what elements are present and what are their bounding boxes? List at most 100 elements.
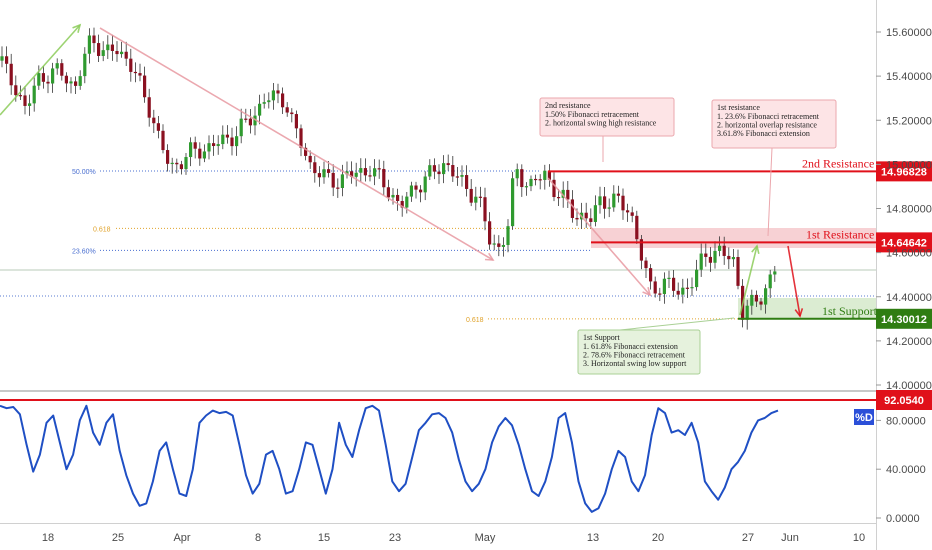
candle-body bbox=[207, 143, 211, 152]
candle-body bbox=[713, 250, 717, 263]
candle-body bbox=[672, 277, 676, 291]
y-tick-label: 14.40000 bbox=[886, 292, 932, 304]
target-arrow bbox=[787, 245, 801, 317]
candle-body bbox=[225, 134, 229, 138]
x-tick-label: 15 bbox=[318, 532, 330, 544]
candle-body bbox=[699, 253, 703, 270]
callout-tail bbox=[619, 317, 735, 331]
candle-body bbox=[557, 197, 561, 199]
candle-body bbox=[147, 97, 151, 118]
candle-body bbox=[488, 221, 492, 245]
candle-body bbox=[133, 71, 137, 74]
candle-body bbox=[584, 212, 588, 219]
x-tick-label: 27 bbox=[742, 532, 754, 544]
candle-body bbox=[570, 199, 574, 218]
candle-body bbox=[764, 288, 768, 305]
candle-body bbox=[271, 90, 275, 101]
candle-body bbox=[28, 103, 32, 106]
osc-y-tick-label: 0.0000 bbox=[886, 513, 920, 525]
price-badge bbox=[876, 232, 932, 253]
candle-body bbox=[506, 226, 510, 245]
candle-body bbox=[83, 53, 87, 77]
candle-body bbox=[501, 244, 505, 247]
candle-body bbox=[419, 189, 423, 193]
annotation-box bbox=[539, 97, 675, 137]
annotation-line: 3.61.8% Fibonacci extension bbox=[717, 129, 810, 138]
candle-body bbox=[244, 118, 248, 120]
candle-body bbox=[51, 68, 55, 84]
fib-label: 0.618 bbox=[93, 226, 111, 233]
candle-body bbox=[359, 168, 363, 173]
candle-body bbox=[690, 287, 694, 289]
candle-body bbox=[373, 168, 377, 177]
candle-body bbox=[304, 147, 308, 156]
candle-body bbox=[60, 63, 64, 76]
candle-body bbox=[708, 256, 712, 263]
candle-body bbox=[386, 187, 390, 198]
candle-body bbox=[442, 163, 446, 175]
candle-body bbox=[630, 212, 634, 216]
x-tick-label: 18 bbox=[42, 532, 54, 544]
candle-body bbox=[175, 162, 179, 165]
candle-body bbox=[161, 130, 165, 151]
candle-body bbox=[492, 243, 496, 245]
annotation-line: 2. horizontal swing high resistance bbox=[545, 119, 657, 128]
candle-body bbox=[529, 178, 533, 187]
y-tick-label: 14.20000 bbox=[886, 336, 932, 348]
downtrend-arrow bbox=[99, 27, 494, 261]
candle-body bbox=[248, 118, 252, 126]
candle-body bbox=[46, 81, 50, 84]
bounce-arrow-head bbox=[751, 244, 760, 254]
candle-body bbox=[432, 165, 436, 172]
candle-body bbox=[267, 100, 271, 103]
candle-body bbox=[391, 194, 395, 198]
candle-body bbox=[354, 172, 358, 177]
downtrend-arrow-head bbox=[484, 252, 495, 261]
candle-body bbox=[184, 157, 188, 170]
candle-body bbox=[129, 58, 133, 72]
support-zone bbox=[738, 298, 876, 318]
series-legend-badge bbox=[854, 409, 874, 425]
candle-body bbox=[198, 148, 202, 159]
candle-body bbox=[524, 186, 528, 188]
candle-body bbox=[331, 172, 335, 188]
candle-body bbox=[110, 44, 114, 51]
oscillator-badge bbox=[876, 390, 932, 410]
candle-body bbox=[69, 81, 73, 84]
candle-body bbox=[106, 44, 110, 51]
candle-body bbox=[750, 294, 754, 306]
candle-body bbox=[593, 205, 597, 222]
candle-body bbox=[281, 93, 285, 108]
candle-body bbox=[124, 51, 128, 59]
candle-body bbox=[363, 168, 367, 176]
candle-body bbox=[681, 287, 685, 295]
candle-body bbox=[662, 278, 666, 295]
y-tick-label: 15.00000 bbox=[886, 159, 932, 171]
price-badge bbox=[876, 161, 932, 182]
bounce-arrow bbox=[739, 245, 758, 316]
candle-body bbox=[400, 201, 404, 208]
candle-body bbox=[368, 175, 372, 177]
candle-body bbox=[759, 301, 763, 305]
uptrend-arrow bbox=[0, 24, 81, 116]
candle-body bbox=[405, 196, 409, 208]
series-legend-text: %D bbox=[855, 412, 873, 424]
candle-body bbox=[497, 243, 501, 247]
candle-body bbox=[474, 196, 478, 203]
candle-body bbox=[345, 171, 349, 175]
candle-body bbox=[322, 169, 326, 178]
candle-body bbox=[120, 51, 124, 55]
candle-body bbox=[396, 194, 400, 202]
candle-body bbox=[152, 117, 156, 124]
candle-body bbox=[722, 245, 726, 256]
main-pane bbox=[0, 0, 876, 390]
candle-body bbox=[598, 196, 602, 206]
candle-body bbox=[290, 112, 294, 115]
candle-body bbox=[621, 195, 625, 211]
candle-body bbox=[5, 56, 9, 64]
candle-body bbox=[658, 293, 662, 295]
x-tick-label: 25 bbox=[112, 532, 124, 544]
candle-body bbox=[534, 178, 538, 181]
candle-body bbox=[193, 142, 197, 149]
